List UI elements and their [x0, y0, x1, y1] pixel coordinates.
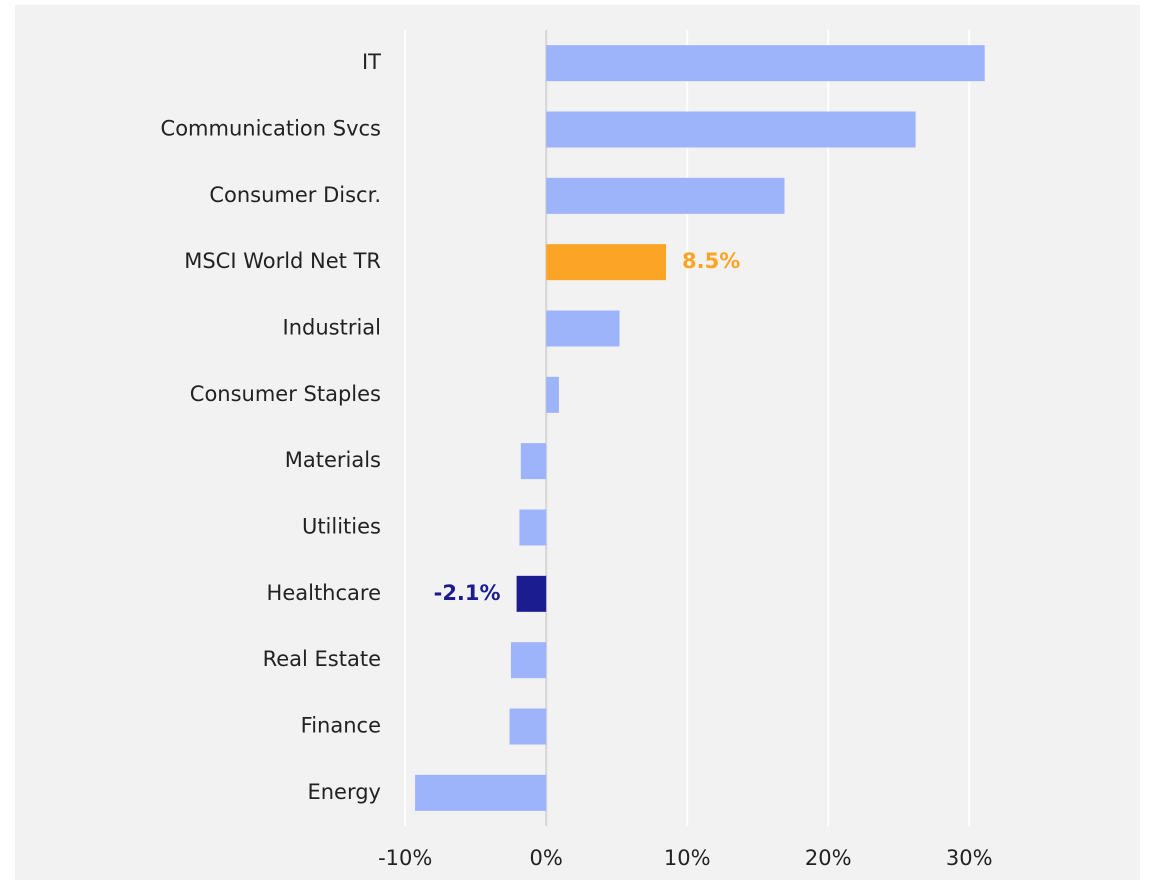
bar — [510, 642, 547, 679]
x-tick-label: 10% — [664, 846, 711, 870]
value-label: -2.1% — [434, 581, 501, 605]
y-tick-label: Materials — [285, 448, 381, 472]
bar — [546, 45, 985, 82]
y-tick-label: Healthcare — [267, 581, 381, 605]
y-tick-label: IT — [362, 50, 381, 74]
bar — [519, 509, 547, 546]
value-label: 8.5% — [682, 249, 740, 273]
y-tick-label: Consumer Discr. — [209, 183, 381, 207]
y-tick-label: Consumer Staples — [190, 382, 381, 406]
y-tick-label: Energy — [307, 780, 381, 804]
bar — [509, 708, 547, 745]
y-tick-label: Finance — [301, 714, 381, 738]
x-tick-label: -10% — [378, 846, 432, 870]
bar — [546, 376, 559, 413]
x-tick-label: 20% — [805, 846, 852, 870]
x-tick-label: 0% — [530, 846, 563, 870]
y-tick-label: Real Estate — [263, 647, 381, 671]
bar — [520, 443, 547, 480]
bar — [546, 111, 916, 148]
y-tick-label: Industrial — [283, 316, 382, 340]
bar — [546, 310, 620, 347]
bar — [546, 244, 667, 281]
y-tick-label: Communication Svcs — [161, 117, 381, 141]
y-tick-label: Utilities — [302, 515, 381, 539]
bar — [516, 575, 547, 612]
x-tick-label: 30% — [946, 846, 993, 870]
bar — [415, 774, 547, 811]
y-tick-label: MSCI World Net TR — [184, 249, 381, 273]
chart-background — [15, 5, 1140, 880]
bar — [546, 177, 785, 214]
